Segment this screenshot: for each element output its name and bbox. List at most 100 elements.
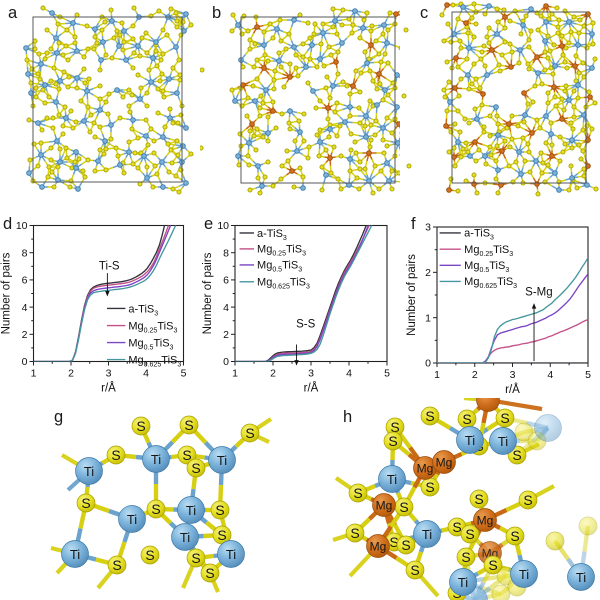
panel-label-b: b [212,4,222,22]
panel-label-a: a [8,4,18,22]
atom-s: S [146,499,166,519]
atom-s: S [505,526,525,546]
x-tick-label: 4 [346,368,352,380]
legend-label: Mg0.25​TiS3​ [257,244,306,258]
atom-mg: Mg [432,450,456,474]
atom-label: S [510,528,519,544]
panel-label-e: e [204,215,214,233]
legend-label: Mg0.625​TiS3​ [257,277,310,291]
y-tick-label: 0 [425,358,431,370]
atom-s: S [131,416,151,436]
panel-label-h: h [343,408,353,426]
atom-label: S [488,557,497,573]
series-line [437,257,588,363]
annotation: S-Mg [525,286,553,362]
atom-label: S [461,549,470,565]
legend: a-TiS3​ Mg0.25​TiS3​ Mg0.5​TiS3​ Mg0.625​Ti… [107,303,181,368]
chart-e-s-s: 1 2 3 4 5 0 2 4 6 8 10 r/Å Number of pairs a-TiS3​ Mg0… [202,220,390,394]
atom-label: Ti [576,570,586,585]
atom-ti: Ti [171,523,199,551]
atom-label: S [389,534,398,550]
atom-label: Mg [417,461,434,475]
x-tick-label: 3 [106,368,112,380]
atom-ti: Ti [510,560,538,588]
x-tick-label: 3 [510,369,516,381]
axis-ticks [433,226,589,367]
panel-label-c: c [420,4,429,22]
structure-panel-b [200,6,400,196]
legend-label: Mg0.25​TiS3​ [464,244,513,258]
x-tick-label: 2 [270,368,276,380]
panel-label-d: d [3,215,13,233]
series-lines [235,225,373,362]
atom-label: Ti [458,575,468,590]
series-line [33,225,177,362]
atom-ti: Ti [177,496,205,524]
legend-label: a-TiS3​ [464,228,494,242]
atom-label: Ti [84,464,94,479]
y-axis-label: Number of pairs [406,254,418,336]
simulation-box [240,16,396,184]
atom-s [491,584,511,600]
atom-label: Mg [436,455,453,469]
atom-s: S [140,545,160,565]
y-tick-label: 2 [425,267,431,279]
atom-s: S [420,477,440,497]
y-tick-label: 10 [16,220,28,232]
atom-label: S [388,433,397,449]
atom-label: Ti [422,527,432,542]
y-axis-label: Number of pairs [202,252,214,334]
arrow-head [531,303,537,309]
atom-label: Ti [151,452,161,467]
atom-label: S [191,550,200,566]
sulfur-atoms [200,6,400,196]
atom-label: S [401,537,410,553]
atom-ti: Ti [208,446,236,474]
atom-label: S [390,419,399,435]
metal-atoms [232,8,400,191]
x-tick-label: 4 [547,369,553,381]
y-tick-label: 3 [425,222,431,234]
arrow-head [105,290,110,297]
atom-label: S [425,479,434,495]
atom-label: S [184,417,193,433]
atom-label: S [191,460,200,476]
x-tick-label: 1 [232,368,238,380]
series-line [33,225,170,362]
atom-s: S [405,560,425,580]
atom-label: Mg [376,498,393,512]
atom-label: S [136,418,145,434]
atom-label: S [399,499,408,515]
sulfur-atoms [401,1,599,197]
atom-ti [534,414,562,442]
atom-label: S [205,565,214,581]
annotation-text: S-S [296,318,316,330]
atom-s: S [76,493,96,513]
x-tick-label: 2 [68,368,74,380]
atom-mg [476,398,500,412]
atom-s [514,422,534,442]
atom-s: S [420,406,440,426]
atom-label: S [350,525,359,541]
x-tick-label: 4 [143,368,149,380]
series-line [235,225,371,362]
atom-label: S [81,495,90,511]
atom-label: S [410,562,419,578]
atom-label: Ti [127,512,137,527]
atom-label: S [462,411,471,427]
atom-label: Ti [217,453,227,468]
atom-label: Ti [70,547,80,562]
atom-label: Ti [498,434,508,449]
legend-label: Mg0.5​TiS3​ [464,260,509,274]
atom-ti: Ti [118,505,146,533]
y-tick-label: 0 [223,356,229,368]
atom-ti: Ti [489,427,517,455]
atom-label: Ti [387,472,397,487]
x-tick-label: 1 [31,368,37,380]
atom-s: S [186,458,206,478]
annotation: S-S [294,318,316,366]
atom-ti: Ti [142,445,170,473]
atom-s [545,531,565,551]
series-line [235,225,373,362]
